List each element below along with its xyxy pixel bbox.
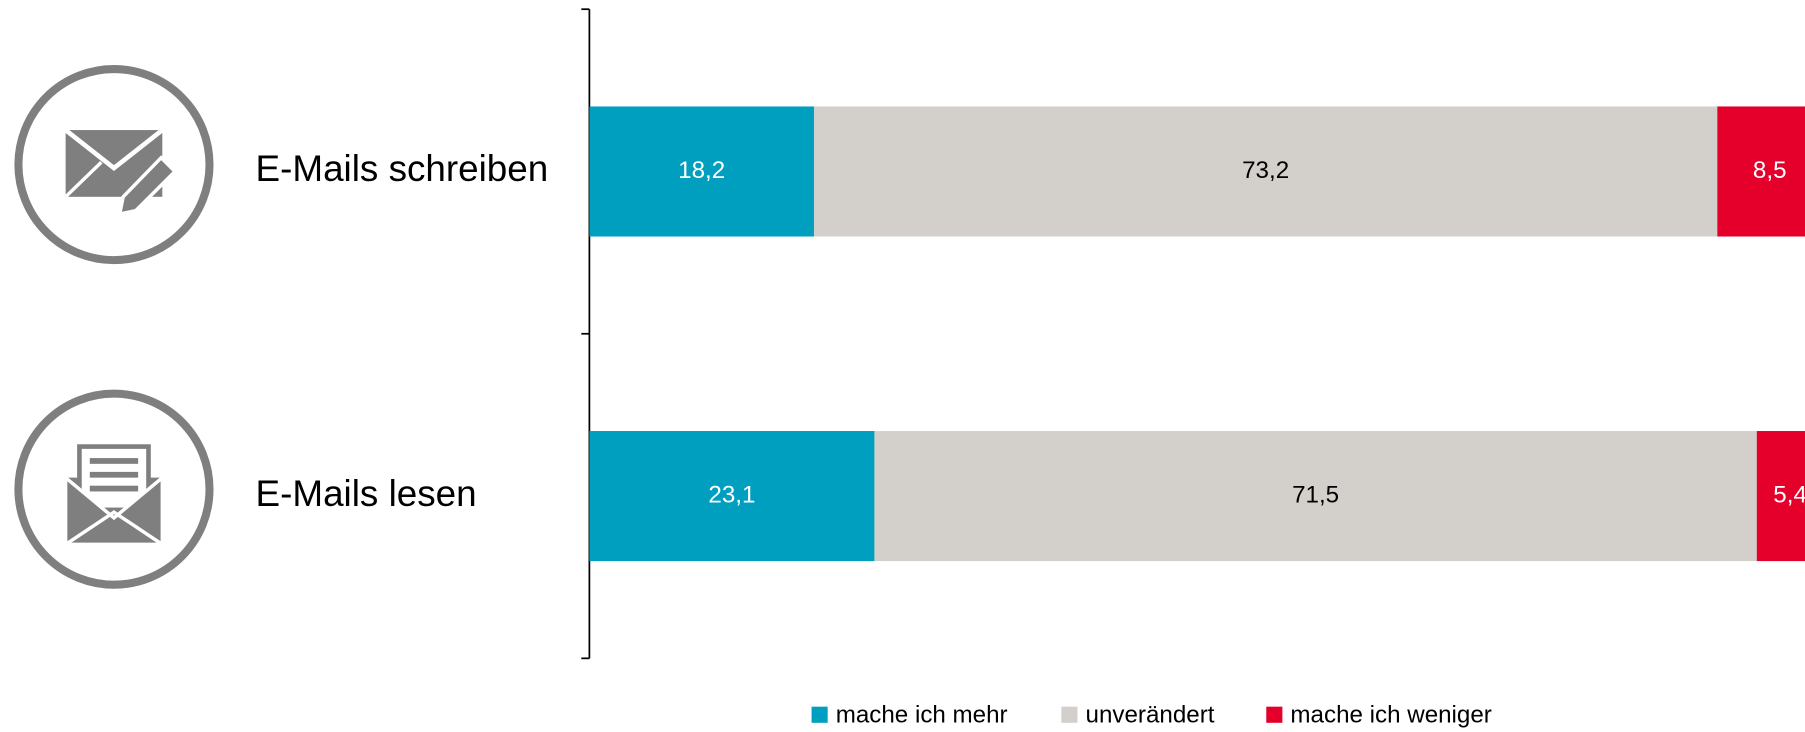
legend-swatch: [811, 706, 828, 723]
legend-swatch: [1061, 706, 1078, 723]
bar-segment: [874, 431, 1757, 562]
bar-segment: [589, 106, 814, 237]
bar-segment: [1756, 431, 1805, 562]
category-label: E-Mails lesen: [256, 473, 477, 514]
category-axis: [581, 8, 591, 660]
legend-swatch: [1266, 706, 1283, 723]
value-label: 23,1: [708, 481, 755, 508]
legend-label: mache ich mehr: [836, 701, 1008, 728]
bar-segment: [1717, 106, 1805, 237]
value-label: 5,4: [1773, 481, 1805, 508]
icon-read: [14, 389, 214, 589]
legend-label: mache ich weniger: [1290, 701, 1491, 728]
bar-segment: [589, 431, 875, 562]
category-label: E-Mails schreiben: [256, 148, 549, 189]
icon-write: [14, 65, 214, 265]
legend-label: unverändert: [1086, 701, 1215, 728]
value-label: 73,2: [1242, 157, 1289, 184]
value-label: 18,2: [678, 157, 725, 184]
bar-segment: [813, 106, 1718, 237]
value-label: 8,5: [1753, 157, 1787, 184]
value-label: 71,5: [1292, 481, 1339, 508]
